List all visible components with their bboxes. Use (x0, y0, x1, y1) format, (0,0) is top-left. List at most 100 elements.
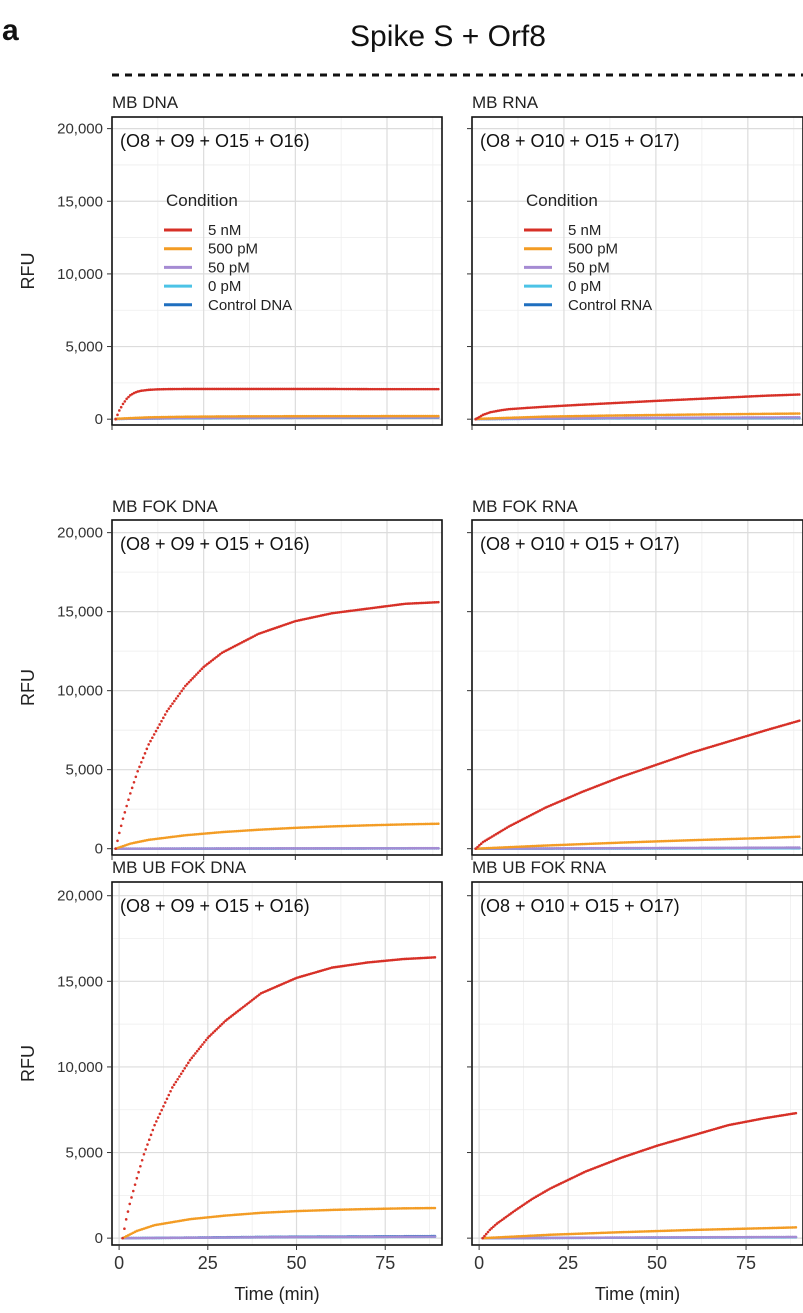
data-point (634, 413, 637, 417)
data-point (173, 415, 176, 419)
data-point (704, 397, 707, 400)
data-point (590, 414, 593, 418)
data-point (628, 841, 632, 844)
data-point (429, 387, 433, 391)
data-point (160, 415, 163, 419)
data-point (647, 399, 650, 403)
data-point (763, 412, 766, 416)
data-point (187, 415, 191, 418)
data-point (116, 413, 119, 417)
data-point (162, 1105, 165, 1108)
data-point (297, 826, 301, 829)
data-point (720, 412, 724, 416)
data-point (632, 846, 636, 850)
data-point (560, 843, 564, 847)
panel-annotation: (O8 + O9 + O15 + O16) (120, 131, 310, 151)
data-point (383, 387, 387, 391)
legend-label: 5 nM (208, 222, 241, 239)
data-point (781, 846, 785, 849)
data-point (676, 413, 680, 417)
data-point (251, 847, 255, 850)
data-point (597, 414, 601, 418)
data-point (704, 416, 707, 419)
data-point (226, 387, 229, 391)
data-point (413, 602, 416, 605)
y-tick-label: 10,000 (57, 266, 103, 283)
data-point (731, 416, 735, 419)
data-point (562, 843, 566, 847)
data-point (264, 414, 268, 418)
data-point (244, 829, 248, 832)
data-point (281, 414, 284, 418)
data-point (298, 1235, 302, 1239)
data-point (424, 822, 427, 826)
data-point (728, 416, 731, 419)
data-point (312, 825, 315, 829)
data-point (707, 838, 711, 841)
data-point (665, 413, 669, 417)
data-point (542, 844, 546, 847)
data-point (191, 677, 194, 680)
data-point (427, 387, 431, 391)
data-point (520, 845, 523, 848)
data-point (376, 846, 380, 850)
data-point (218, 847, 222, 850)
data-point (181, 1069, 185, 1073)
data-point (737, 837, 740, 841)
data-point (251, 415, 255, 418)
data-point (757, 416, 761, 419)
data-point (479, 842, 483, 845)
data-point (165, 709, 169, 713)
x-tick-label: 75 (375, 1253, 395, 1273)
data-point (144, 1148, 148, 1151)
data-point (147, 416, 150, 419)
data-point (314, 847, 317, 850)
data-point (592, 414, 595, 418)
data-point (665, 839, 669, 843)
data-point (210, 1033, 213, 1036)
data-point (568, 843, 571, 846)
data-point (158, 723, 161, 726)
data-point (380, 414, 383, 418)
series-500-pm (474, 835, 801, 850)
data-point (152, 733, 156, 736)
data-point (746, 395, 750, 398)
data-point (317, 414, 321, 418)
data-point (160, 1108, 163, 1112)
data-point (430, 1235, 433, 1238)
data-point (353, 1235, 357, 1239)
data-point (647, 840, 650, 843)
data-point (546, 847, 549, 850)
data-point (612, 401, 615, 405)
data-point (404, 602, 407, 606)
data-point (317, 847, 321, 850)
data-point (189, 415, 193, 418)
data-point (431, 414, 435, 418)
data-point (156, 1116, 160, 1119)
data-point (685, 839, 689, 842)
legend-label: 50 pM (208, 259, 250, 276)
data-point (207, 387, 211, 391)
data-point (768, 394, 772, 397)
data-point (577, 846, 580, 850)
data-point (788, 412, 792, 415)
data-point (696, 416, 700, 419)
data-point (562, 417, 566, 420)
data-point (584, 416, 588, 420)
data-point (295, 826, 299, 830)
data-point (746, 412, 750, 416)
data-point (606, 841, 610, 845)
data-point (796, 835, 799, 839)
data-point (151, 388, 154, 391)
data-point (509, 845, 512, 849)
data-point (327, 847, 330, 850)
data-point (627, 841, 630, 844)
data-point (394, 823, 398, 826)
data-point (557, 843, 560, 847)
data-point (277, 387, 281, 391)
data-point (176, 387, 180, 391)
data-point (180, 415, 183, 419)
data-point (167, 847, 171, 850)
data-point (163, 713, 167, 716)
